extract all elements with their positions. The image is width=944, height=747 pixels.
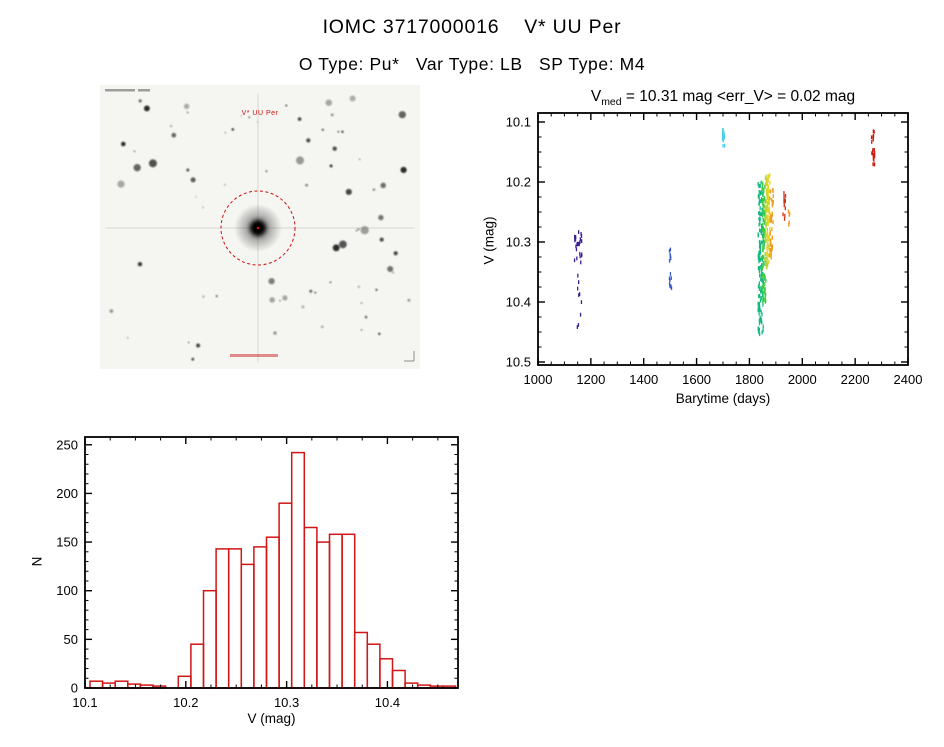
svg-text:10.1: 10.1 bbox=[72, 695, 97, 710]
svg-text:200: 200 bbox=[56, 486, 78, 501]
light-curve-title: Vmed = 10.31 mag <err_V> = 0.02 mag bbox=[491, 88, 944, 108]
histogram-y-axis-label: N bbox=[29, 556, 45, 567]
tick-labels: 10.1 10.2 10.3 10.4 0 50 100 150 200 250 bbox=[56, 437, 400, 710]
svg-text:10.4: 10.4 bbox=[506, 295, 531, 310]
histogram-bars bbox=[89, 451, 457, 689]
svg-text:1800: 1800 bbox=[735, 372, 764, 387]
svg-text:0: 0 bbox=[71, 681, 78, 696]
tick-labels: 1000 1200 1400 1600 1800 2000 2200 2400 10.1 10.2… bbox=[506, 115, 923, 388]
scatter-points bbox=[573, 128, 876, 337]
target-star-label: V* UU Per bbox=[241, 110, 279, 117]
svg-text:1200: 1200 bbox=[576, 372, 605, 387]
svg-text:10.4: 10.4 bbox=[375, 695, 400, 710]
axes-frame bbox=[84, 436, 459, 689]
vmed-symbol: V bbox=[590, 88, 602, 105]
vmed-stats: = 10.31 mag <err_V> = 0.02 mag bbox=[621, 88, 856, 105]
svg-text:100: 100 bbox=[56, 583, 78, 598]
svg-text:10.3: 10.3 bbox=[274, 695, 299, 710]
svg-text:250: 250 bbox=[56, 437, 78, 452]
svg-text:10.2: 10.2 bbox=[506, 175, 531, 190]
svg-text:1000: 1000 bbox=[524, 372, 553, 387]
svg-text:1400: 1400 bbox=[629, 372, 658, 387]
svg-text:10.3: 10.3 bbox=[506, 235, 531, 250]
histogram-plot: 10.1 10.2 10.3 10.4 0 50 100 150 200 250 bbox=[56, 436, 459, 710]
light-curve-plot: 1000 1200 1400 1600 1800 2000 2200 2400 10.1 10.2… bbox=[506, 112, 923, 388]
aperture-circle bbox=[220, 190, 296, 266]
minor-ticks bbox=[85, 437, 458, 688]
light-curve-y-axis-label: V (mag) bbox=[481, 216, 497, 265]
plate-annotations bbox=[105, 89, 415, 362]
svg-text:2400: 2400 bbox=[894, 372, 923, 387]
svg-text:2200: 2200 bbox=[841, 372, 870, 387]
starfield-image bbox=[100, 85, 420, 369]
svg-text:1600: 1600 bbox=[682, 372, 711, 387]
page-title: IOMC 3717000016 V* UU Per bbox=[322, 16, 622, 38]
minor-ticks bbox=[538, 113, 908, 365]
major-ticks bbox=[84, 437, 458, 689]
svg-text:2000: 2000 bbox=[788, 372, 817, 387]
object-type-subtitle: O Type: Pu* Var Type: LB SP Type: M4 bbox=[298, 54, 646, 74]
svg-text:50: 50 bbox=[64, 632, 78, 647]
svg-text:10.1: 10.1 bbox=[506, 115, 531, 130]
svg-text:10.5: 10.5 bbox=[506, 355, 531, 370]
field-stars bbox=[109, 95, 411, 361]
axes-frame bbox=[537, 112, 909, 366]
svg-text:10.2: 10.2 bbox=[173, 695, 198, 710]
major-ticks bbox=[537, 113, 909, 365]
target-center-marker bbox=[256, 226, 260, 230]
svg-text:150: 150 bbox=[56, 535, 78, 550]
light-curve-x-axis-label: Barytime (days) bbox=[675, 391, 771, 406]
target-star bbox=[106, 93, 414, 363]
finding-chart: V* UU Per bbox=[100, 85, 420, 369]
vmed-subscript: med bbox=[601, 96, 622, 109]
histogram-x-axis-label: V (mag) bbox=[247, 711, 296, 726]
